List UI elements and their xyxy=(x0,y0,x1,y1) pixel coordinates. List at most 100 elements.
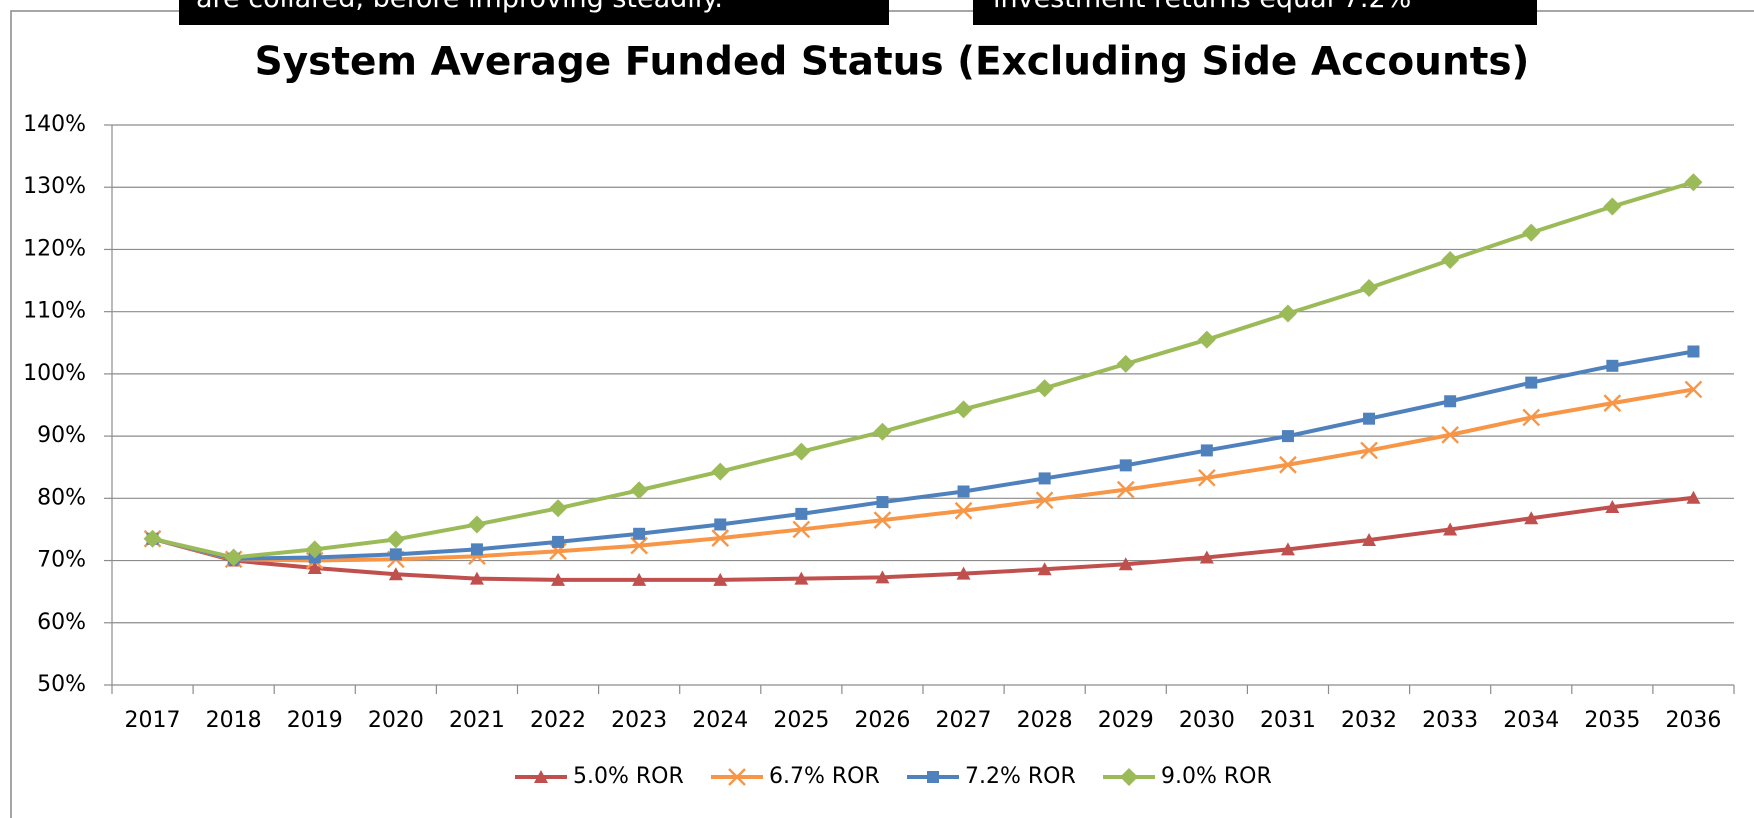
x-tick-label: 2030 xyxy=(1179,708,1235,733)
x-tick-label: 2022 xyxy=(530,708,586,733)
data-point xyxy=(1362,533,1377,547)
legend-marker xyxy=(1120,768,1138,786)
data-point xyxy=(1525,376,1538,389)
data-point xyxy=(549,499,568,518)
data-point xyxy=(1038,472,1051,485)
x-tick-label: 2020 xyxy=(368,708,424,733)
data-point xyxy=(957,485,970,498)
y-tick-label: 70% xyxy=(37,548,86,573)
data-point xyxy=(1118,557,1133,571)
data-point xyxy=(307,561,322,575)
x-tick-label: 2028 xyxy=(1017,708,1073,733)
data-point xyxy=(875,570,890,584)
x-tick-label: 2029 xyxy=(1098,708,1154,733)
annotation: investment returns equal 7.2% xyxy=(993,0,1411,14)
x-tick-label: 2027 xyxy=(936,708,992,733)
data-point xyxy=(630,481,649,500)
legend-label: 9.0% ROR xyxy=(1161,764,1272,789)
data-point xyxy=(632,572,647,586)
data-point xyxy=(467,515,486,534)
data-point xyxy=(876,496,889,509)
y-tick-label: 50% xyxy=(37,672,86,697)
data-point xyxy=(1116,354,1135,373)
data-point xyxy=(711,462,730,481)
data-point xyxy=(1363,412,1376,425)
data-point xyxy=(1443,522,1458,536)
x-tick-label: 2031 xyxy=(1260,708,1316,733)
legend-label: 5.0% ROR xyxy=(573,764,684,789)
chart-title: System Average Funded Status (Excluding … xyxy=(255,40,1530,85)
data-point xyxy=(1522,408,1541,427)
data-point xyxy=(873,511,892,529)
data-point xyxy=(633,527,646,540)
data-point xyxy=(873,422,892,441)
x-tick-label: 2019 xyxy=(287,708,343,733)
data-point xyxy=(551,572,566,586)
data-point xyxy=(792,520,811,539)
data-point xyxy=(1441,426,1459,444)
x-tick-label: 2036 xyxy=(1665,708,1721,733)
data-point xyxy=(1035,491,1054,510)
data-point xyxy=(1605,500,1620,514)
series-line xyxy=(152,387,1694,563)
annotation-box xyxy=(179,0,889,25)
x-tick-label: 2032 xyxy=(1341,708,1397,733)
data-point xyxy=(794,571,809,585)
data-point xyxy=(1684,173,1703,192)
data-point xyxy=(1684,380,1703,399)
data-point xyxy=(1360,279,1379,298)
x-tick-label: 2034 xyxy=(1503,708,1559,733)
chart-frame xyxy=(10,10,1754,818)
series-line xyxy=(152,495,1694,582)
data-point xyxy=(711,529,730,548)
data-point xyxy=(1116,480,1135,499)
data-point xyxy=(552,535,565,548)
legend-marker xyxy=(534,770,548,783)
data-point xyxy=(714,518,727,531)
y-tick-label: 80% xyxy=(37,485,86,510)
x-tick-label: 2017 xyxy=(125,708,181,733)
data-point xyxy=(1199,550,1214,564)
data-point xyxy=(1686,490,1701,504)
x-tick-label: 2023 xyxy=(611,708,667,733)
data-point xyxy=(469,571,484,585)
data-point xyxy=(1687,345,1700,358)
data-point xyxy=(1360,441,1378,460)
y-tick-label: 130% xyxy=(23,174,86,199)
x-tick-label: 2026 xyxy=(854,708,910,733)
legend-marker xyxy=(927,771,939,783)
data-point xyxy=(1444,395,1457,408)
data-point xyxy=(143,529,162,548)
data-point xyxy=(389,548,402,561)
y-tick-label: 140% xyxy=(23,112,86,137)
legend-label: 7.2% ROR xyxy=(965,764,1076,789)
data-point xyxy=(1037,562,1052,576)
annotation-box xyxy=(973,0,1537,25)
data-point xyxy=(954,400,973,419)
data-point xyxy=(470,543,483,556)
data-point xyxy=(224,548,243,567)
data-point xyxy=(1522,223,1541,242)
data-point xyxy=(1606,359,1619,372)
data-point xyxy=(388,567,403,581)
data-point xyxy=(713,572,728,586)
data-point xyxy=(1441,251,1460,270)
x-tick-label: 2024 xyxy=(692,708,748,733)
x-tick-label: 2018 xyxy=(206,708,262,733)
series-line xyxy=(152,180,1695,560)
x-tick-label: 2035 xyxy=(1584,708,1640,733)
data-point xyxy=(1603,394,1622,412)
data-point xyxy=(1281,430,1294,443)
data-point xyxy=(1279,455,1297,474)
data-point xyxy=(1119,459,1132,472)
data-point xyxy=(956,566,971,580)
data-point xyxy=(1200,444,1213,457)
legend-label: 6.7% ROR xyxy=(769,764,880,789)
x-tick-label: 2025 xyxy=(773,708,829,733)
y-tick-label: 60% xyxy=(37,610,86,635)
data-point xyxy=(1278,304,1297,323)
series-line xyxy=(152,349,1694,561)
data-point xyxy=(1603,197,1622,216)
data-point xyxy=(305,540,324,559)
data-point xyxy=(795,507,808,520)
